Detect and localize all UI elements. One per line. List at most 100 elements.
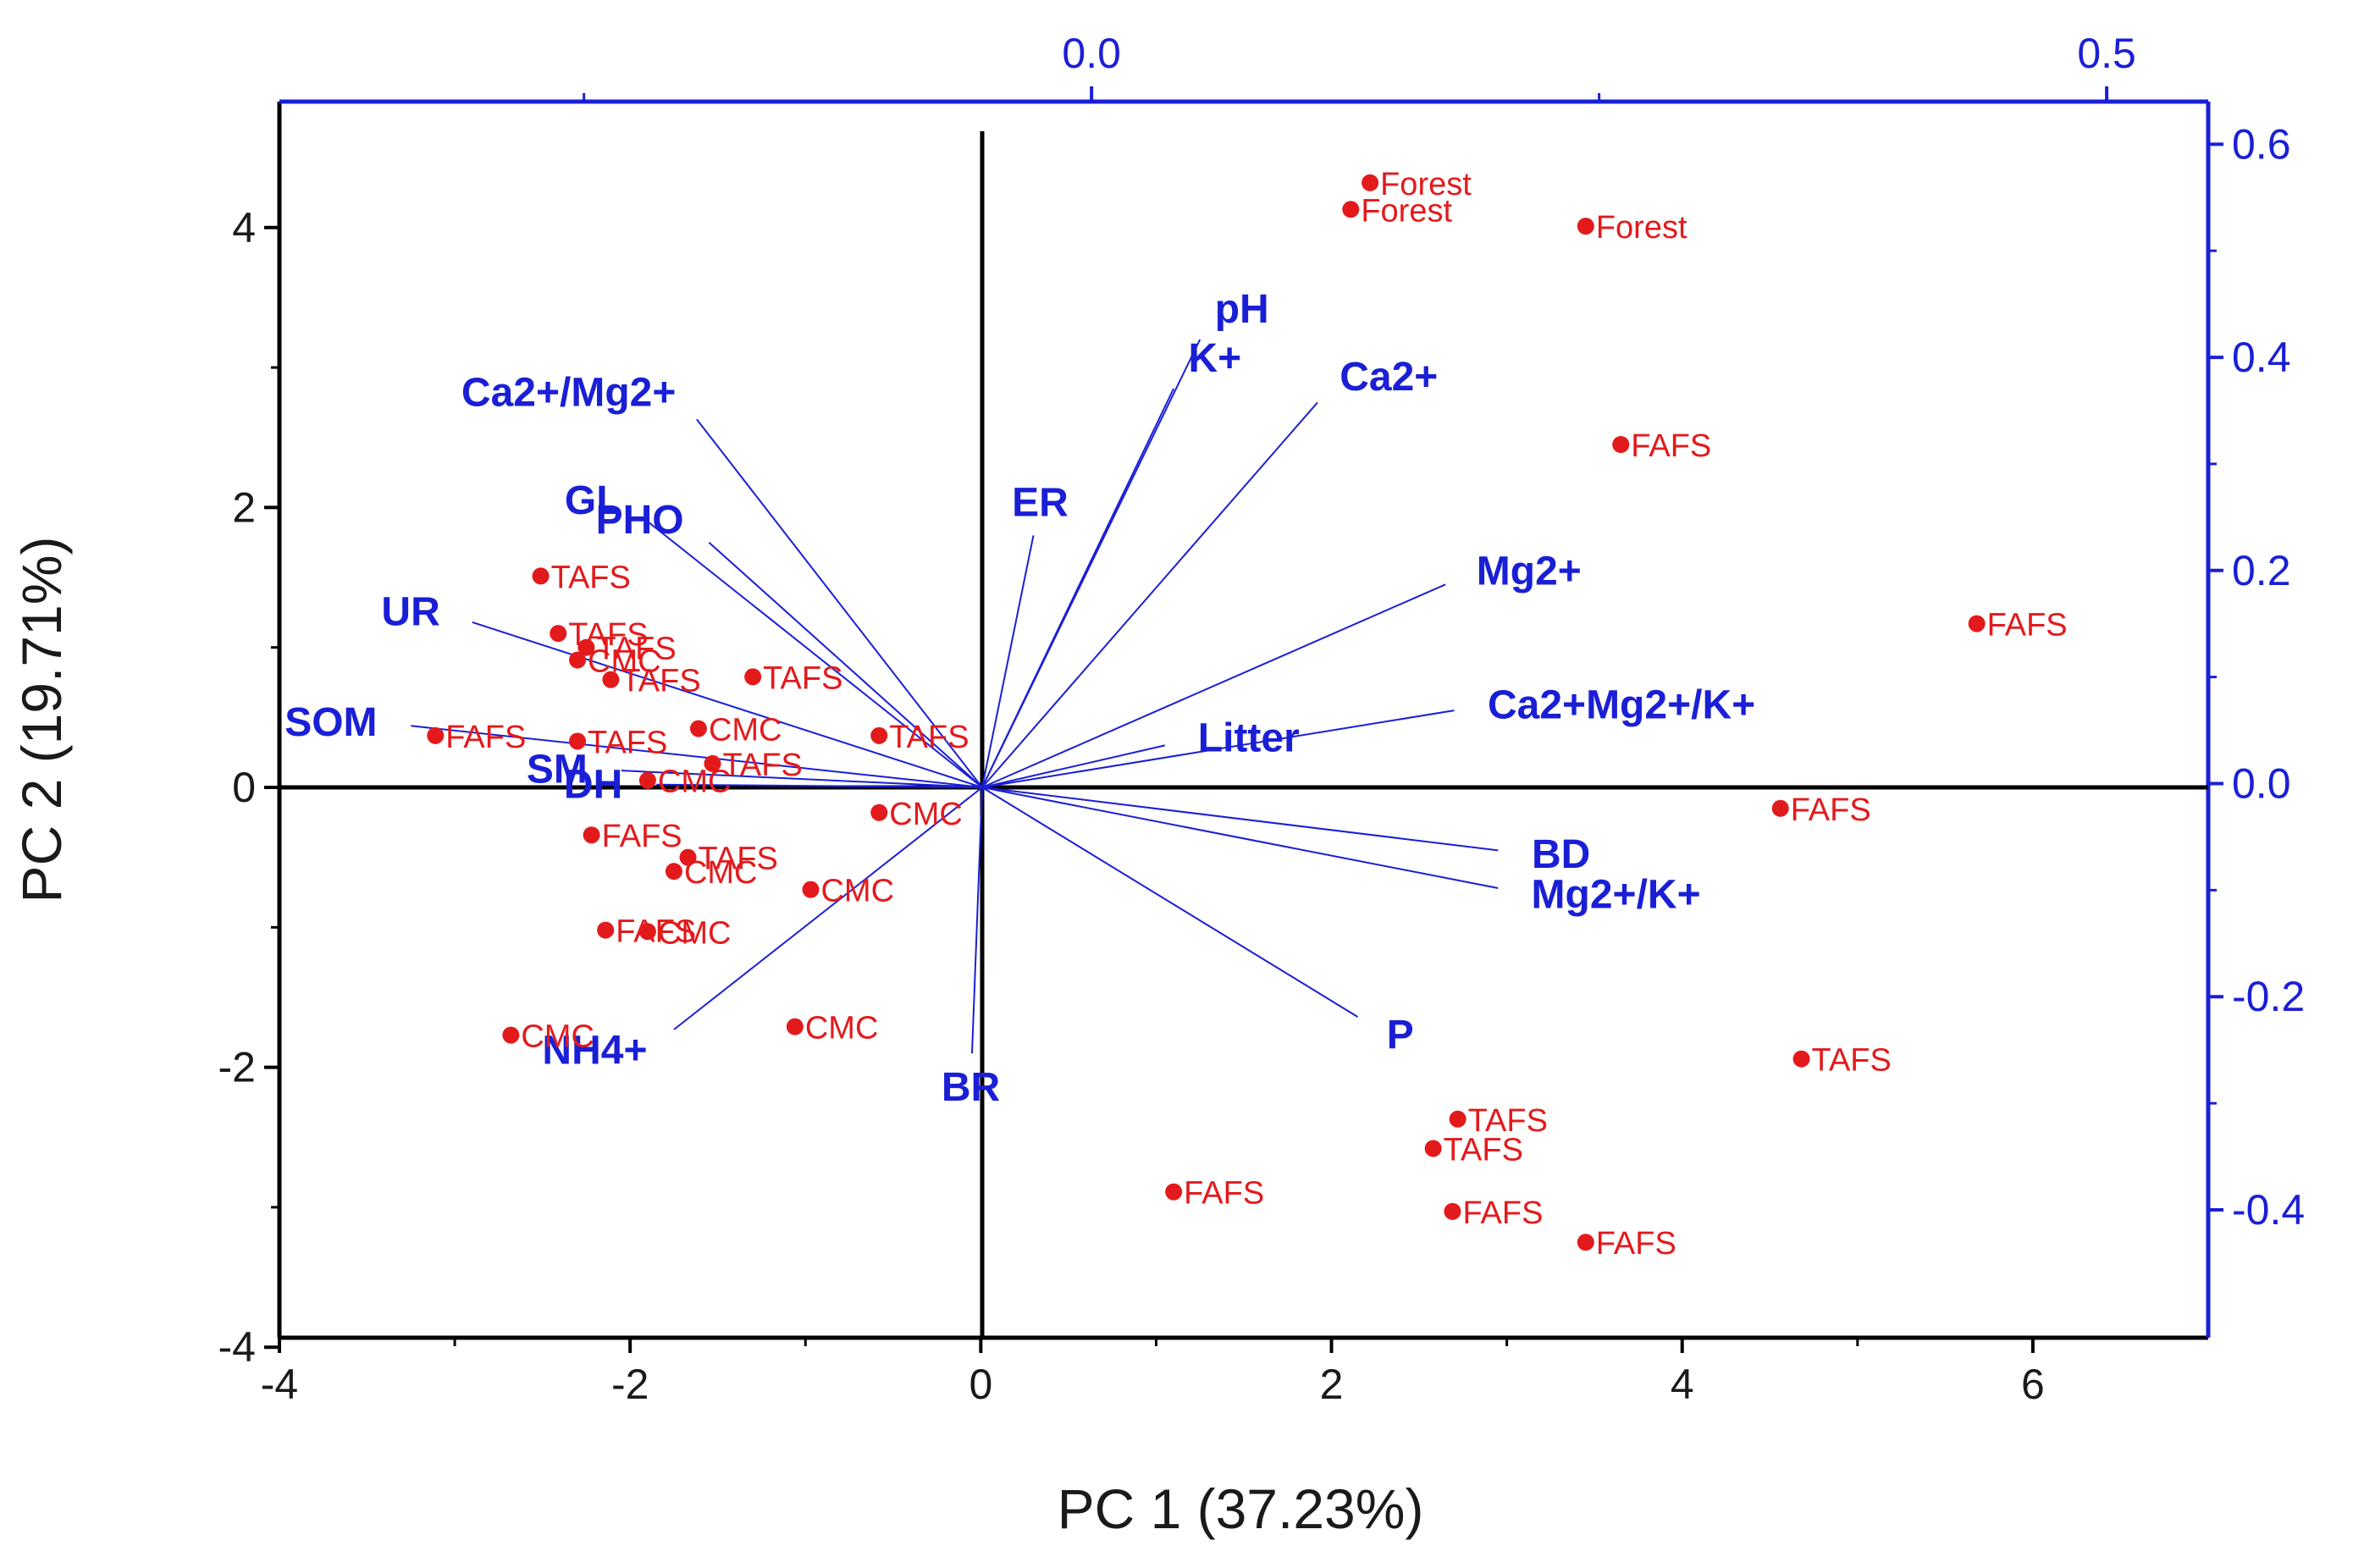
score-point-fafs	[597, 921, 615, 939]
score-point-tafs	[569, 732, 587, 750]
score-point-forest	[1342, 201, 1360, 218]
score-label-tafs: TAFS	[596, 632, 676, 667]
score-label-forest: Forest	[1380, 167, 1472, 202]
score-point-cmc	[502, 1026, 520, 1044]
loading-label-k: K+	[1188, 336, 1241, 381]
score-label-cmc: CMC	[521, 1019, 594, 1055]
score-point-fafs	[1444, 1202, 1461, 1220]
score-point-cmc	[802, 881, 820, 898]
score-point-tafs	[1449, 1110, 1466, 1128]
x-tick-label: 2	[1320, 1361, 1344, 1408]
loading-vector-ca2-mg2-k	[981, 709, 1455, 788]
score-point-fafs	[1612, 436, 1630, 453]
score-point-fafs	[1771, 799, 1789, 817]
loading-label-pho: PHO	[596, 498, 684, 543]
score-point-fafs	[583, 826, 600, 844]
x-tick-label: -2	[611, 1361, 649, 1408]
score-label-cmc: CMC	[684, 855, 758, 891]
score-label-fafs: FAFS	[1462, 1195, 1543, 1231]
loading-label-mg2-k: Mg2+/K+	[1532, 873, 1701, 918]
score-point-tafs	[577, 638, 595, 656]
top-tick-label: 0.5	[2077, 30, 2136, 77]
score-point-cmc	[870, 803, 888, 821]
right-tick-label: -0.4	[2232, 1186, 2305, 1234]
loading-label-nh4: NH4+	[542, 1029, 647, 1074]
loading-vector-sm	[621, 770, 983, 788]
score-label-tafs: TAFS	[1444, 1132, 1523, 1168]
loading-label-ph: pH	[1215, 287, 1269, 332]
loading-label-ca2-mg2: Ca2+/Mg2+	[461, 371, 676, 416]
score-label-tafs: TAFS	[889, 720, 969, 755]
loading-vector-k	[981, 388, 1175, 788]
loading-vector-mg2-k	[981, 787, 1499, 890]
loading-vector-nh4	[673, 787, 983, 1030]
score-label-tafs: TAFS	[763, 660, 842, 696]
score-label-tafs: TAFS	[621, 664, 700, 699]
score-point-cmc	[638, 923, 656, 941]
score-label-cmc: CMC	[709, 713, 782, 748]
x-tick-label: -4	[261, 1361, 298, 1408]
y-tick-label: 4	[232, 204, 256, 251]
score-point-forest	[1362, 174, 1379, 191]
score-label-cmc: CMC	[820, 874, 894, 909]
right-tick-label: -0.2	[2232, 973, 2305, 1020]
loading-label-mg2: Mg2+	[1477, 549, 1582, 594]
right-tick-label: 0.0	[2232, 760, 2291, 808]
score-label-tafs: TAFS	[1812, 1043, 1892, 1079]
score-label-fafs: FAFS	[1184, 1176, 1264, 1212]
y-tick-label: -2	[218, 1044, 256, 1091]
loading-vector-p	[981, 787, 1359, 1018]
loading-label-som: SOM	[284, 700, 377, 745]
score-point-tafs	[679, 848, 697, 866]
x-tick-label: 0	[969, 1361, 992, 1408]
score-point-tafs	[744, 668, 762, 686]
score-point-cmc	[638, 771, 656, 789]
right-tick-label: 0.2	[2232, 547, 2291, 594]
right-tick-label: 0.4	[2232, 334, 2291, 381]
score-point-tafs	[1792, 1050, 1810, 1068]
score-point-cmc	[786, 1018, 804, 1035]
score-label-fafs: FAFS	[445, 720, 526, 755]
loading-vector-dh	[656, 783, 983, 788]
score-label-forest: Forest	[1596, 210, 1687, 246]
top-tick-label: 0.0	[1062, 30, 1121, 77]
loading-label-bd: BD	[1532, 832, 1590, 877]
loading-vector-ca2	[981, 401, 1318, 788]
loading-label-gl: GL	[565, 478, 621, 523]
score-point-tafs	[602, 671, 620, 688]
score-label-cmc: CMC	[658, 915, 732, 951]
loading-vector-br	[971, 787, 983, 1054]
loading-label-er: ER	[1012, 480, 1069, 525]
score-label-fafs: FAFS	[1987, 608, 2068, 643]
tick-layer: -4 -2 0 2 4 6 -4 -2 0 2 4 0.0 0.5 0.6 0.4 0.2 0.0 -0.2 -0.…	[218, 30, 2306, 1408]
loading-vector-gl	[647, 521, 983, 788]
loading-label-br: BR	[942, 1065, 1000, 1110]
loading-label-ur: UR	[381, 590, 439, 635]
y-tick-label: -4	[218, 1323, 256, 1371]
score-label-forest: Forest	[1361, 193, 1452, 229]
score-label-cmc: CMC	[889, 797, 963, 832]
score-label-fafs: FAFS	[602, 819, 682, 854]
y-axis-title: PC 2 (19.71%)	[10, 537, 73, 903]
score-point-tafs	[870, 726, 888, 744]
score-label-tafs: TAFS	[551, 560, 631, 595]
score-label-tafs: TAFS	[1468, 1103, 1548, 1139]
x-axis-title: PC 1 (37.23%)	[1058, 1477, 1424, 1540]
score-point-cmc	[665, 863, 682, 881]
y-tick-label: 0	[232, 764, 256, 811]
loading-label-ca2-mg2-k: Ca2+Mg2+/K+	[1488, 683, 1755, 728]
loading-label-litter: Litter	[1198, 715, 1300, 760]
score-point-tafs	[550, 625, 567, 643]
score-label-fafs: FAFS	[1631, 428, 1711, 464]
loading-label-dh: DH	[564, 762, 622, 807]
score-label-fafs: FAFS	[1596, 1226, 1676, 1262]
right-tick-label: 0.6	[2232, 120, 2291, 168]
score-point-fafs	[1165, 1183, 1183, 1201]
loading-vector-som	[411, 725, 983, 788]
score-point-fafs	[427, 726, 445, 744]
score-label-tafs: TAFS	[723, 748, 803, 783]
